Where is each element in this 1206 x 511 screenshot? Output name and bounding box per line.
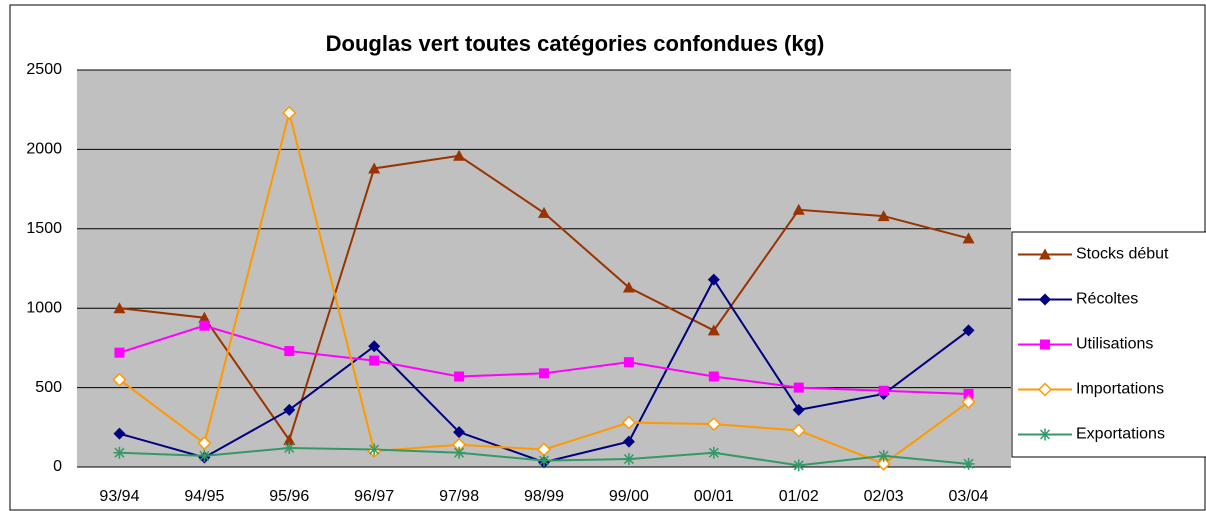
marker <box>368 162 381 174</box>
y-tick-label: 500 <box>35 379 62 396</box>
legend-label: Récoltes <box>1076 291 1138 308</box>
legend-label: Utilisations <box>1076 336 1153 353</box>
marker <box>199 320 210 331</box>
marker <box>283 403 296 416</box>
marker <box>369 355 380 366</box>
marker <box>962 232 975 244</box>
marker <box>623 357 634 368</box>
y-tick-label: 1000 <box>26 299 62 316</box>
marker <box>707 273 720 286</box>
marker <box>1039 428 1051 441</box>
marker <box>708 371 719 382</box>
marker <box>1040 339 1050 350</box>
marker <box>707 446 720 459</box>
marker <box>368 443 381 456</box>
marker <box>963 388 974 399</box>
marker <box>792 459 805 472</box>
marker <box>961 394 976 409</box>
x-tick-label: 93/94 <box>99 488 139 505</box>
marker <box>198 449 211 462</box>
marker <box>538 206 550 218</box>
marker <box>1037 382 1053 397</box>
marker <box>454 371 465 382</box>
marker <box>793 382 804 393</box>
x-tick-label: 96/97 <box>354 488 394 505</box>
chart-title: Douglas vert toutes catégories confondue… <box>326 31 825 56</box>
legend-label: Importations <box>1076 381 1164 398</box>
marker <box>197 436 212 451</box>
marker <box>114 347 125 358</box>
marker <box>621 415 636 430</box>
marker <box>283 434 296 446</box>
x-tick-label: 03/04 <box>949 488 989 505</box>
x-tick-label: 95/96 <box>269 488 309 505</box>
marker <box>622 435 635 448</box>
marker <box>962 324 975 337</box>
marker <box>707 324 720 336</box>
marker <box>282 105 297 120</box>
marker <box>113 446 126 459</box>
marker <box>368 340 381 353</box>
x-tick-label: 00/01 <box>694 488 734 505</box>
marker <box>622 453 635 466</box>
marker <box>539 368 549 379</box>
marker <box>453 149 466 161</box>
marker <box>113 302 126 314</box>
marker <box>877 210 890 222</box>
marker <box>198 311 211 323</box>
marker <box>113 427 126 440</box>
marker <box>283 441 296 454</box>
marker <box>791 423 806 438</box>
marker <box>706 417 721 432</box>
marker <box>112 372 127 387</box>
y-tick-label: 2000 <box>26 141 62 158</box>
x-tick-label: 98/99 <box>524 488 564 505</box>
plot-area <box>77 70 1011 467</box>
legend-label: Stocks début <box>1076 246 1169 263</box>
marker <box>538 454 550 467</box>
x-tick-label: 99/00 <box>609 488 649 505</box>
marker <box>792 403 805 416</box>
x-tick-label: 94/95 <box>184 488 224 505</box>
y-tick-label: 1500 <box>26 220 62 237</box>
marker <box>878 385 889 396</box>
y-tick-label: 2500 <box>26 61 62 78</box>
y-tick-label: 0 <box>53 458 62 475</box>
marker <box>622 281 635 293</box>
x-tick-label: 01/02 <box>779 488 819 505</box>
marker <box>962 457 975 470</box>
marker <box>453 446 466 459</box>
x-tick-label: 97/98 <box>439 488 479 505</box>
marker <box>453 426 466 439</box>
marker <box>284 346 295 357</box>
marker <box>877 449 890 462</box>
x-tick-label: 02/03 <box>864 488 904 505</box>
marker <box>876 456 891 471</box>
marker <box>1039 293 1051 306</box>
marker <box>1039 248 1051 260</box>
marker <box>792 203 805 215</box>
legend-label: Exportations <box>1076 426 1165 443</box>
